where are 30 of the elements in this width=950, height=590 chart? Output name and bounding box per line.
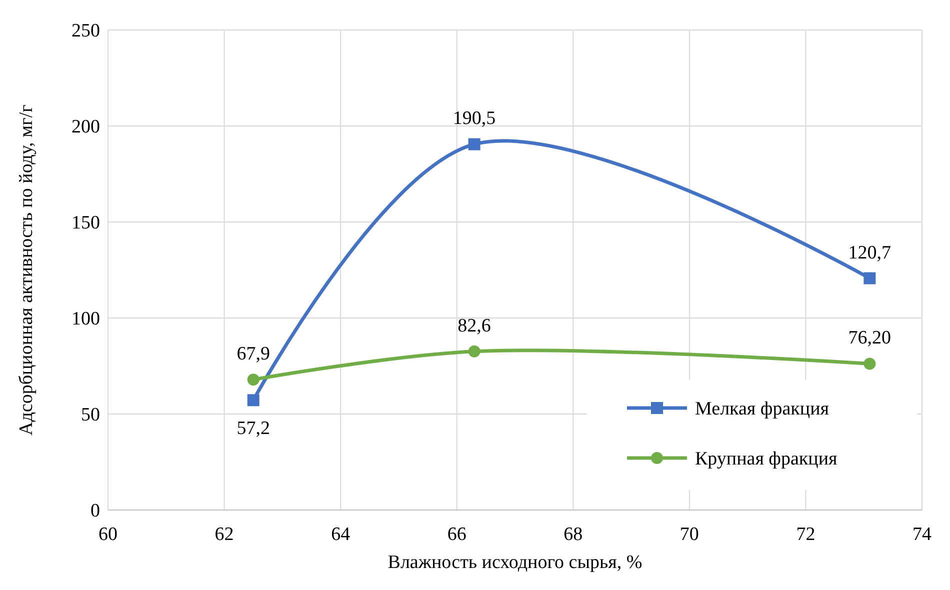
x-axis-title: Влажность исходного сырья, %: [388, 552, 642, 573]
data-label: 120,7: [848, 242, 892, 264]
y-axis-title: Адсорбционная активность по йоду, мг/г: [16, 104, 37, 436]
point: [864, 358, 876, 370]
y-tick-label: 200: [72, 116, 100, 138]
x-tick-label: 70: [680, 524, 699, 545]
x-tick-label: 62: [214, 524, 234, 545]
point: [247, 374, 260, 386]
y-tick-label: 250: [72, 20, 100, 42]
y-tick-label: 0: [90, 500, 100, 522]
x-tick-label: 68: [564, 524, 583, 545]
x-tick-label: 60: [98, 524, 118, 545]
y-tick-label: 150: [72, 212, 100, 234]
legend-label: Крупная фракция: [695, 448, 838, 470]
legend-label: Мелкая фракция: [695, 398, 830, 420]
point: [468, 138, 480, 150]
data-label: 76,20: [848, 328, 892, 349]
point: [247, 394, 260, 406]
data-label: 190,5: [452, 108, 496, 130]
y-tick-label: 100: [72, 308, 100, 330]
x-tick-label: 74: [912, 524, 932, 545]
x-tick-label: 66: [447, 524, 466, 545]
point: [864, 272, 876, 284]
y-tick-label: 50: [81, 404, 100, 426]
point: [468, 345, 480, 358]
data-label: 82,6: [458, 315, 491, 336]
data-label: 67,9: [236, 344, 270, 365]
x-tick-label: 64: [331, 524, 351, 545]
x-tick-label: 72: [796, 524, 816, 545]
data-label: 57,2: [236, 418, 270, 440]
